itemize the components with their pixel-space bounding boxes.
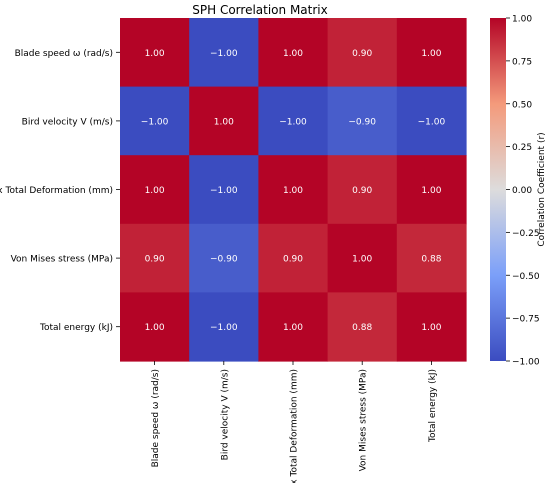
heatmap-cell [258, 18, 329, 88]
cell-value-label: 1.00 [421, 49, 441, 59]
colorbar-tick-label: 0.50 [512, 100, 532, 110]
cell-value-label: −1.00 [210, 186, 238, 196]
colorbar-ticks: 1.00 0.75 0.50 0.25 0.00 −0.25 −0.50 −0.75 −1.00 [506, 15, 540, 368]
cell-value-label: −1.00 [210, 323, 238, 333]
colorbar-label: Correlation Coefficient (r) [537, 132, 547, 246]
cell-value-label: 0.90 [283, 255, 303, 265]
cell-value-label: 0.88 [352, 323, 372, 333]
heatmap-cell [327, 155, 398, 225]
cell-value-label: 1.00 [214, 117, 234, 127]
cell-value-label: −0.90 [210, 255, 238, 265]
heatmap-cell [189, 223, 259, 293]
cell-value-label: 0.90 [145, 255, 165, 265]
chart-title: SPH Correlation Matrix [192, 3, 327, 17]
column-label: Von Mises stress (MPa) [359, 369, 369, 471]
row-label: Bird velocity V (m/s) [22, 117, 113, 127]
cell-value-label: 0.90 [352, 49, 372, 59]
row-label: Von Mises stress (MPa) [11, 255, 113, 265]
cell-value-label: 1.00 [145, 323, 165, 333]
heatmap-cell [189, 155, 259, 225]
heatmap-cell [189, 86, 259, 156]
heatmap-cell [258, 292, 329, 362]
heatmap-cell [258, 86, 329, 156]
column-label: Total energy (kJ) [428, 369, 438, 443]
cell-value-label: 1.00 [283, 49, 303, 59]
heatmap-cell [327, 18, 398, 88]
heatmap-cell [327, 86, 398, 156]
colorbar-tick-label: −0.75 [512, 315, 540, 325]
cell-value-label: −0.90 [348, 117, 376, 127]
heatmap-cell [120, 86, 190, 156]
column-label: Blade speed ω (rad/s) [151, 369, 161, 467]
heatmap-cells: 1.00 −1.00 1.00 0.90 1.00 −1.00 1.00 −1.00 −0.90… [120, 18, 467, 362]
heatmap-cell [396, 18, 467, 88]
cell-value-label: 1.00 [145, 186, 165, 196]
cell-value-label: 1.00 [421, 186, 441, 196]
row-labels: Blade speed ω (rad/s) Bird velocity V (m/… [0, 49, 120, 333]
cell-value-label: 1.00 [421, 323, 441, 333]
cell-value-label: 1.00 [145, 49, 165, 59]
row-label: Total energy (kJ) [39, 323, 113, 333]
heatmap-cell [258, 155, 329, 225]
heatmap-cell [327, 223, 398, 293]
cell-value-label: −1.00 [141, 117, 169, 127]
heatmap-cell [189, 292, 259, 362]
colorbar-tick-label: 0.75 [512, 57, 532, 67]
column-labels: Blade speed ω (rad/s) Bird velocity V (m/… [151, 361, 438, 487]
colorbar-tick-label: 0.25 [512, 143, 532, 153]
cell-value-label: 0.88 [421, 255, 441, 265]
cell-value-label: −1.00 [418, 117, 446, 127]
heatmap-cell [120, 223, 190, 293]
row-label: Max Total Deformation (mm) [0, 186, 113, 196]
row-label: Blade speed ω (rad/s) [15, 49, 113, 59]
column-label: Bird velocity V (m/s) [220, 369, 230, 460]
colorbar-tick-label: −0.25 [512, 229, 540, 239]
heatmap-cell [258, 223, 329, 293]
cell-value-label: 1.00 [352, 255, 372, 265]
heatmap-cell [189, 18, 259, 88]
heatmap-cell [120, 155, 190, 225]
colorbar-tick-label: −1.00 [512, 358, 540, 368]
heatmap-cell [120, 292, 190, 362]
heatmap-cell [120, 18, 190, 88]
cell-value-label: 1.00 [283, 323, 303, 333]
cell-value-label: −1.00 [279, 117, 307, 127]
heatmap-cell [396, 292, 467, 362]
heatmap-cell [396, 86, 467, 156]
colorbar-tick-label: 0.00 [512, 186, 532, 196]
colorbar-tick-label: 1.00 [512, 15, 532, 25]
heatmap-cell [396, 223, 467, 293]
heatmap-cell [396, 155, 467, 225]
colorbar-tick-label: −0.50 [512, 272, 540, 282]
colorbar-gradient [490, 18, 506, 361]
column-label: Max Total Deformation (mm) [290, 369, 300, 483]
cell-value-label: 0.90 [352, 186, 372, 196]
cell-value-label: 1.00 [283, 186, 303, 196]
cell-value-label: −1.00 [210, 49, 238, 59]
heatmap-cell [327, 292, 398, 362]
colorbar: 1.00 0.75 0.50 0.25 0.00 −0.25 −0.50 −0.75 −1.00… [490, 15, 547, 368]
